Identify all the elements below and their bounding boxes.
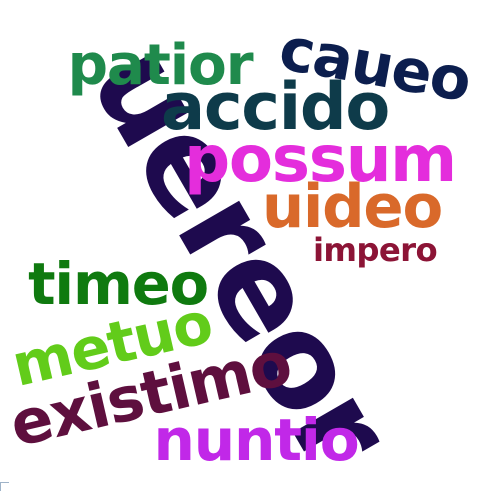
word-possum: possum (184, 121, 457, 197)
word-patior: patior (67, 32, 254, 98)
word-nuntio: nuntio (153, 405, 360, 474)
word-timeo: timeo (28, 251, 209, 319)
word-uideo: uideo (262, 172, 443, 242)
corner-mark (0, 482, 9, 491)
word-accido: accido (161, 69, 390, 146)
word-impero: impero (313, 230, 438, 269)
